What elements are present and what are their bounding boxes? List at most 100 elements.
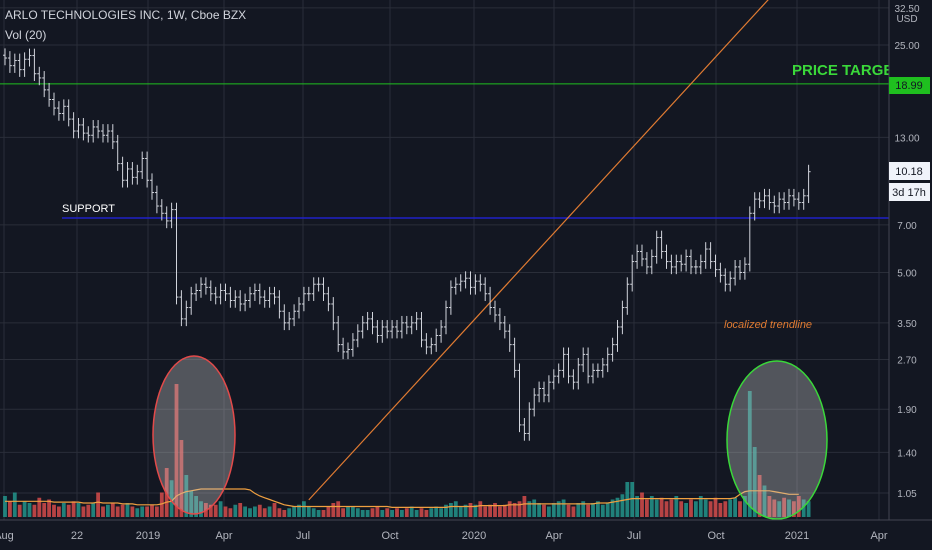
ohlc-bar: [238, 290, 243, 312]
volume-bar: [106, 504, 110, 517]
x-tick-label: Apr: [870, 530, 887, 542]
ohlc-bar: [595, 363, 600, 378]
ohlc-bar: [640, 244, 644, 267]
volume-bar: [488, 504, 492, 517]
volume-bar: [22, 501, 27, 517]
volume-bar: [502, 504, 507, 517]
volume-bar: [208, 504, 213, 517]
volume-bar: [238, 503, 243, 517]
ohlc-bar: [713, 254, 718, 277]
volume-bar: [537, 503, 541, 517]
volume-bar: [336, 501, 341, 517]
volume-bar: [189, 490, 194, 517]
volume-bar: [542, 504, 546, 517]
volume-bar: [282, 510, 287, 517]
ohlc-bar: [620, 300, 625, 335]
volume-bar: [743, 496, 747, 517]
target-price-badge-text: 18.99: [895, 80, 923, 92]
volume-bar: [547, 506, 551, 517]
volume-bar: [586, 504, 590, 517]
ohlc-bar: [385, 320, 390, 339]
ohlc-bar: [189, 286, 194, 315]
ohlc-bar: [223, 283, 228, 302]
volume-bar: [42, 503, 47, 517]
ohlc-bar: [566, 347, 571, 384]
ohlc-bar: [439, 320, 444, 343]
volume-bar: [713, 497, 718, 517]
volume-bar: [498, 506, 502, 517]
volume-bar: [262, 508, 267, 517]
ohlc-bar: [542, 381, 546, 403]
volume-bar: [218, 501, 223, 517]
ohlc-bar: [86, 126, 91, 143]
ohlc-bar: [772, 195, 777, 214]
ohlc-bar: [806, 164, 811, 204]
y-tick-label: 13.00: [894, 133, 919, 144]
volume-bar: [581, 501, 586, 517]
ohlc-bar: [248, 286, 252, 308]
volume-bar: [316, 510, 321, 517]
volume-bar: [752, 447, 757, 517]
ohlc-bar: [150, 173, 154, 200]
volume-bar: [306, 506, 311, 517]
ohlc-bar: [571, 369, 576, 390]
ohlc-bar: [497, 308, 502, 331]
volume-bar: [272, 503, 277, 517]
volume-bar: [703, 499, 708, 517]
y-tick-label: 1.90: [897, 405, 917, 416]
volume-bar: [689, 499, 693, 517]
ohlc-bar: [17, 53, 22, 77]
ohlc-bar: [96, 120, 101, 139]
ohlc-bar: [635, 244, 640, 269]
volume-bar: [395, 508, 399, 517]
volume-bar: [493, 503, 497, 517]
ohlc-bar: [787, 188, 791, 210]
trendline: [308, 0, 769, 501]
ohlc-bar: [586, 347, 591, 384]
volume-bar: [669, 499, 674, 517]
ohlc-bar: [654, 230, 659, 264]
y-tick-label: 32.50: [894, 4, 919, 15]
ohlc-bar: [27, 48, 32, 67]
volume-bar: [576, 503, 581, 517]
volume-spike-ellipse-green: [726, 360, 828, 520]
volume-bar: [419, 508, 424, 517]
ohlc-bar: [502, 315, 507, 339]
ohlc-bar: [429, 337, 434, 355]
volume-bar: [194, 496, 198, 517]
volume-bar: [463, 504, 468, 517]
volume-bar: [199, 501, 203, 517]
ohlc-bar: [7, 51, 12, 73]
ohlc-bar: [468, 271, 473, 295]
ohlc-bar: [532, 388, 537, 417]
volume-bar: [292, 506, 296, 517]
ohlc-bar: [159, 199, 164, 221]
volume-bar: [61, 503, 66, 517]
volume-bar: [404, 508, 409, 517]
volume-bar: [243, 506, 247, 517]
volume-bar: [767, 496, 772, 517]
volume-bar: [91, 503, 96, 517]
ohlc-bar: [105, 124, 110, 143]
ohlc-bar: [649, 249, 654, 275]
ohlc-bar: [610, 337, 615, 362]
volume-bar: [228, 508, 233, 517]
ohlc-bar: [733, 260, 738, 286]
x-tick-label: 22: [71, 530, 83, 542]
ohlc-bar: [551, 369, 556, 390]
volume-bar: [561, 499, 566, 517]
ohlc-bar: [757, 192, 762, 209]
volume-bar: [551, 503, 556, 517]
volume-bar: [12, 492, 17, 517]
volume-bar: [169, 480, 174, 517]
volume-bar: [174, 384, 179, 517]
volume-bar: [135, 508, 140, 517]
ohlc-bar: [615, 320, 620, 352]
volume-bar: [507, 501, 512, 517]
y-tick-label: 3.50: [897, 319, 917, 330]
ohlc-bar: [71, 112, 76, 139]
volume-bar: [47, 499, 51, 517]
volume-bar: [409, 506, 414, 517]
volume-bar: [566, 504, 571, 517]
